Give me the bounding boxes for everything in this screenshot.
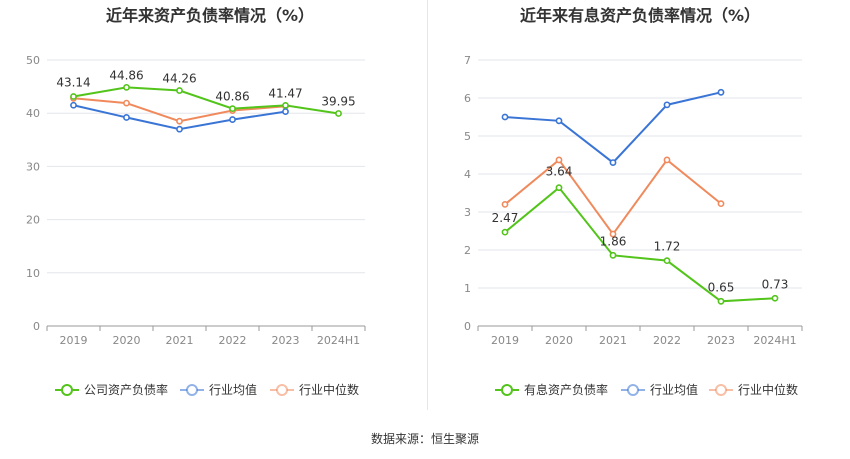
x-tick-label: 2022 [219, 334, 247, 347]
legend-marker [276, 384, 288, 396]
data-label: 0.73 [762, 277, 789, 291]
x-tick-label: 2019 [60, 334, 88, 347]
x-tick-label: 2021 [166, 334, 194, 347]
x-tick-label: 2020 [545, 334, 573, 347]
data-source-label: 数据来源：恒生聚源 [370, 432, 479, 446]
data-point[interactable] [70, 93, 77, 100]
data-point[interactable] [176, 117, 183, 125]
y-tick-label: 40 [26, 107, 40, 120]
data-point[interactable] [282, 108, 289, 116]
data-point[interactable] [123, 99, 130, 107]
legend-marker [61, 384, 73, 396]
data-point[interactable] [229, 105, 236, 113]
data-point[interactable] [717, 88, 725, 96]
series-line [504, 186, 776, 303]
x-tick-label: 2021 [599, 334, 627, 347]
y-tick-label: 3 [464, 206, 471, 219]
data-point[interactable] [663, 101, 671, 109]
legend-marker [186, 384, 198, 396]
data-point[interactable] [501, 113, 509, 121]
legend-label: 公司资产负债率 [84, 382, 168, 397]
x-tick-label: 2024H1 [753, 334, 796, 347]
legend-marker [501, 384, 513, 396]
series-line [73, 97, 286, 123]
x-tick-label: 2020 [113, 334, 141, 347]
legend-label: 行业均值 [209, 382, 257, 397]
y-tick-label: 0 [464, 320, 471, 333]
series-line [504, 91, 722, 164]
x-tick-label: 2019 [491, 334, 519, 347]
legend-label: 有息资产负债率 [524, 382, 608, 397]
legend-marker [627, 384, 639, 396]
x-tick-label: 2023 [272, 334, 300, 347]
data-point[interactable] [717, 297, 725, 305]
y-tick-label: 20 [26, 214, 40, 227]
y-tick-label: 4 [464, 168, 471, 181]
legend-item[interactable]: 行业中位数 [709, 382, 798, 397]
data-point[interactable] [176, 125, 183, 133]
legend-label: 行业中位数 [738, 382, 798, 397]
data-label: 43.14 [56, 75, 90, 89]
x-tick-label: 2023 [707, 334, 735, 347]
x-tick-label: 2022 [653, 334, 681, 347]
data-point[interactable] [555, 184, 563, 192]
data-point[interactable] [123, 83, 130, 91]
series-line [504, 158, 722, 236]
data-point[interactable] [663, 257, 671, 265]
data-label: 0.65 [708, 280, 735, 294]
debt-ratio-chart: 近年来资产负债率情况（%） 0 10 20 30 40 50 2019 2020 2021 2022… [26, 6, 366, 397]
legend-item[interactable]: 行业均值 [621, 382, 698, 397]
y-tick-label: 30 [26, 160, 40, 173]
data-label: 40.86 [215, 90, 249, 104]
data-point[interactable] [501, 228, 509, 236]
data-point[interactable] [609, 251, 617, 259]
y-tick-label: 10 [26, 267, 40, 280]
y-tick-label: 1 [464, 282, 471, 295]
legend-item[interactable]: 有息资产负债率 [495, 382, 608, 397]
data-label: 39.95 [321, 94, 355, 108]
data-label: 41.47 [268, 86, 302, 100]
chart-divider [427, 0, 428, 410]
y-tick-label: 2 [464, 244, 471, 257]
data-label: 1.72 [654, 240, 681, 254]
data-label: 3.64 [546, 165, 573, 179]
data-point[interactable] [70, 101, 77, 109]
chart-title: 近年来有息资产负债率情况（%） [520, 6, 760, 25]
y-tick-label: 6 [464, 92, 471, 105]
legend-marker [715, 384, 727, 396]
data-point[interactable] [282, 101, 289, 109]
data-label: 2.47 [492, 211, 519, 225]
data-point[interactable] [555, 156, 563, 164]
data-point[interactable] [229, 116, 236, 123]
y-tick-label: 7 [464, 54, 471, 67]
legend-label: 行业均值 [650, 382, 698, 397]
legend-item[interactable]: 公司资产负债率 [55, 382, 168, 397]
y-tick-label: 50 [26, 54, 40, 67]
data-point[interactable] [123, 114, 130, 121]
data-point[interactable] [663, 156, 671, 164]
interest-debt-ratio-chart: 近年来有息资产负债率情况（%） 0 1 2 3 4 5 6 7 2019 2020 2021 2022 2… [464, 6, 803, 397]
chart-title: 近年来资产负债率情况（%） [106, 6, 314, 25]
data-point[interactable] [609, 159, 617, 166]
data-point[interactable] [335, 110, 342, 117]
legend-label: 行业中位数 [299, 382, 359, 397]
series-line [73, 86, 339, 115]
data-point[interactable] [555, 117, 563, 125]
data-point[interactable] [717, 200, 725, 208]
data-point[interactable] [771, 294, 779, 302]
data-point[interactable] [176, 87, 183, 94]
legend-item[interactable]: 行业均值 [180, 382, 257, 397]
legend-item[interactable]: 行业中位数 [270, 382, 359, 397]
data-label: 44.26 [162, 72, 196, 86]
data-point[interactable] [501, 200, 509, 208]
data-label: 44.86 [109, 68, 143, 82]
y-tick-label: 5 [464, 130, 471, 143]
x-tick-label: 2024H1 [317, 334, 360, 347]
data-label: 1.86 [600, 234, 627, 248]
y-tick-label: 0 [33, 320, 40, 333]
data-point[interactable] [609, 230, 617, 238]
